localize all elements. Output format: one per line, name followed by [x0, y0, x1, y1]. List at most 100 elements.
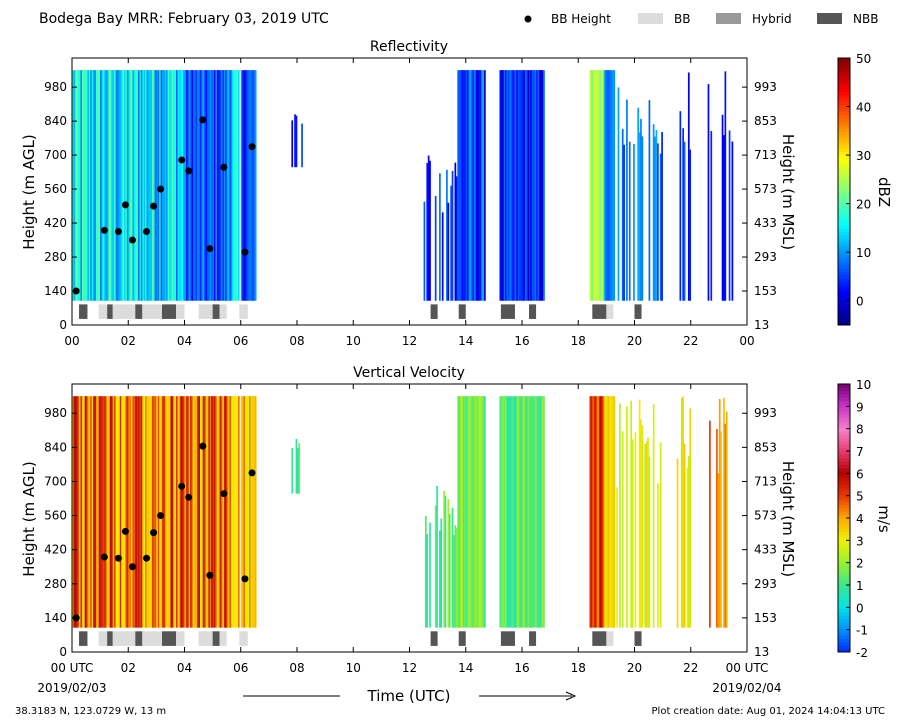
colorbar-segment — [838, 528, 850, 532]
colorbar-segment — [838, 605, 850, 609]
legend-label: BB — [674, 12, 690, 26]
colorbar-segment — [838, 497, 850, 502]
data-column — [201, 70, 204, 301]
data-column — [191, 396, 194, 628]
colorbar-tick-label: 10 — [856, 246, 871, 260]
data-column — [72, 70, 74, 301]
colorbar-segment — [838, 204, 850, 209]
data-column — [230, 396, 233, 628]
y-tick-label: 840 — [44, 114, 67, 128]
data-column — [178, 396, 181, 628]
data-column — [595, 396, 597, 628]
colorbar-segment — [838, 631, 850, 636]
bb-type-bar — [112, 304, 136, 319]
data-column — [724, 71, 727, 301]
bb-type-bar — [458, 304, 466, 319]
data-column — [88, 396, 91, 628]
data-column — [190, 70, 192, 301]
colorbar-tick-label: 40 — [856, 101, 871, 115]
data-column — [183, 70, 185, 301]
data-column — [131, 396, 133, 628]
data-column — [235, 70, 237, 301]
y-tick-label-right: 853 — [754, 114, 777, 128]
colorbar-segment — [838, 618, 850, 623]
data-column — [645, 441, 648, 628]
data-column — [446, 169, 448, 301]
data-column — [472, 70, 475, 301]
data-column — [469, 70, 472, 301]
colorbar-segment — [838, 304, 850, 309]
bb-type-bar — [162, 631, 177, 646]
data-column — [153, 396, 156, 628]
data-column — [543, 396, 545, 628]
data-column — [208, 396, 211, 628]
colorbar-segment — [838, 638, 850, 643]
data-column — [707, 84, 710, 301]
data-column — [592, 70, 595, 301]
data-column — [122, 396, 125, 628]
data-column — [510, 70, 513, 301]
x-tick-label: 10 — [346, 334, 361, 348]
data-column — [423, 201, 426, 301]
bb-height-point — [199, 116, 207, 124]
data-column — [156, 396, 159, 628]
data-column — [514, 396, 517, 628]
bb-type-bar — [634, 304, 642, 319]
x-tick-label: 06 — [233, 661, 248, 675]
data-column — [222, 396, 225, 628]
colorbar-segment — [838, 214, 850, 219]
data-column — [176, 70, 178, 301]
bb-height-point — [114, 554, 122, 562]
data-column — [689, 408, 692, 628]
data-column — [197, 396, 199, 628]
data-column — [291, 120, 294, 168]
colorbar-segment — [838, 188, 850, 192]
data-column — [119, 70, 122, 301]
x-tick-label: 12 — [402, 334, 417, 348]
data-column — [117, 396, 119, 628]
x-tick-label: 00 UTC — [51, 661, 94, 675]
colorbar-tick-label: 0 — [856, 601, 864, 615]
bb-type-bar — [634, 631, 642, 646]
data-column — [229, 396, 232, 628]
colorbar-segment — [838, 507, 850, 512]
data-column — [195, 70, 198, 301]
bb-type-bar — [79, 631, 88, 646]
data-column — [233, 396, 236, 628]
data-column — [86, 396, 88, 628]
data-column — [225, 396, 227, 628]
data-column — [464, 70, 467, 301]
data-column — [163, 396, 166, 628]
data-column — [530, 396, 533, 628]
data-column — [124, 396, 126, 628]
data-column — [194, 70, 197, 301]
data-column — [623, 144, 625, 301]
data-column — [81, 70, 84, 301]
colorbar-segment — [838, 284, 850, 289]
data-column — [121, 70, 123, 301]
colorbar-segment — [838, 387, 850, 392]
colorbar-tick-label: 2 — [856, 557, 864, 571]
y-tick-label-right: 13 — [754, 645, 769, 659]
data-column — [97, 70, 100, 301]
data-column — [94, 70, 97, 301]
colorbar-segment — [838, 311, 850, 316]
data-column — [467, 70, 469, 301]
colorbar-segment — [838, 181, 850, 186]
data-column — [455, 527, 458, 628]
colorbar-segment — [838, 161, 850, 166]
data-column — [506, 396, 509, 628]
colorbar-segment — [838, 514, 850, 519]
y-tick-label-right: 993 — [754, 80, 777, 94]
data-column — [112, 396, 115, 628]
x-tick-label: 20 — [627, 661, 642, 675]
data-column — [104, 396, 107, 628]
data-column — [205, 396, 208, 628]
colorbar-segment — [838, 611, 850, 616]
data-column — [95, 70, 98, 301]
bb-height-point — [185, 167, 193, 175]
data-column — [84, 396, 87, 628]
bb-height-point — [157, 512, 165, 520]
colorbar-segment — [838, 544, 850, 549]
colorbar-segment — [838, 608, 850, 613]
